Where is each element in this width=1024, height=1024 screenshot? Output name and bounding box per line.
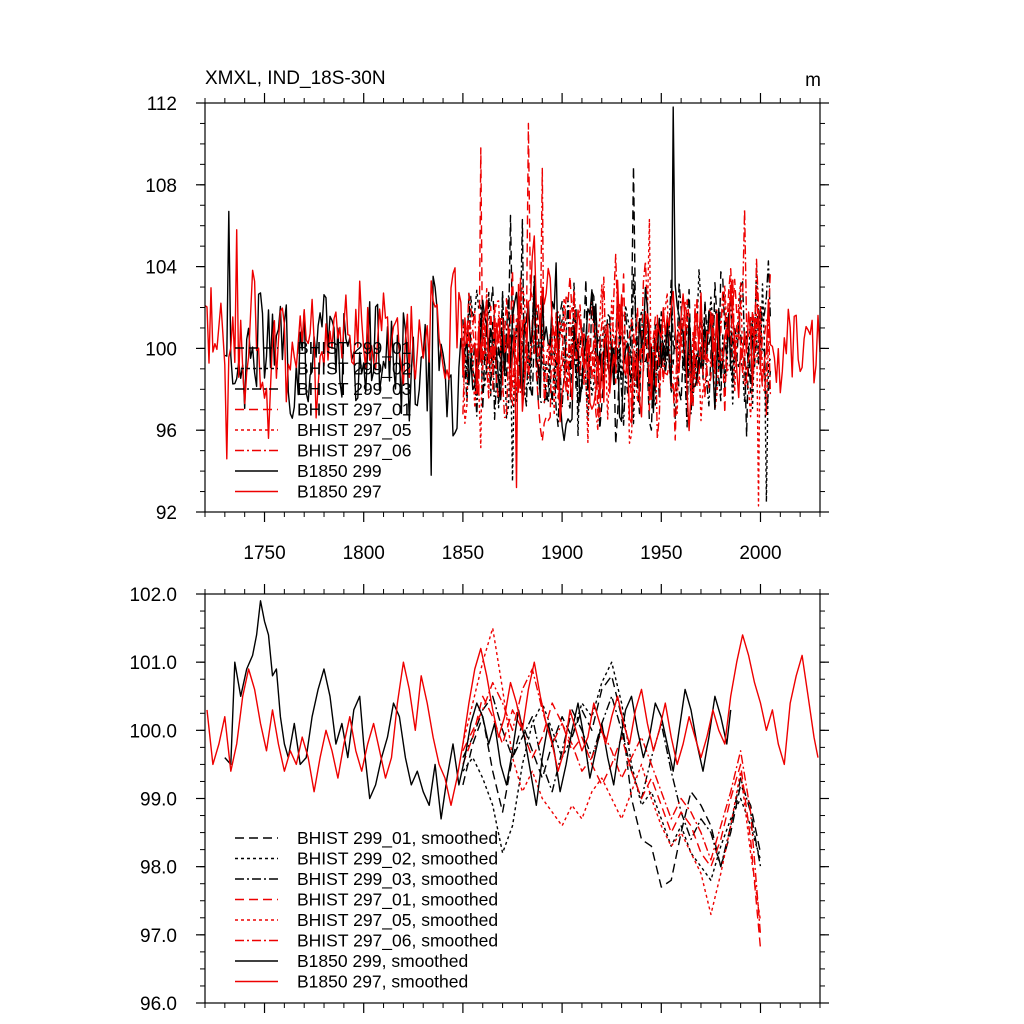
bottom-series-bhist-299-01-smoothed: [462, 675, 762, 888]
bottom-legend-label-bhist-299-02-smoothed: BHIST 299_02, smoothed: [297, 849, 498, 870]
top-legend-label-bhist-299-02: BHIST 299_02: [297, 359, 411, 380]
top-series-group: [204, 106, 821, 507]
top-xtick-label: 1950: [640, 543, 682, 564]
top-ytick-label: 108: [145, 176, 177, 197]
top-legend-label-bhist-299-03: BHIST 299_03: [297, 379, 411, 400]
top-xtick-label: 1900: [541, 543, 583, 564]
panel-bottom: 96.0 97.0 98.0 99.0 100.0 101.0 102.0 BHIST 29…: [129, 584, 829, 1015]
top-legend-label-b1850-297: B1850 297: [297, 482, 382, 502]
bottom-series-b1850-299-smoothed: [224, 600, 732, 820]
bottom-axis-ticks: 96.0 97.0 98.0 99.0 100.0 101.0 102.0: [129, 584, 829, 1015]
units-label: m: [805, 70, 821, 91]
bottom-ytick-label: 98.0: [140, 858, 177, 879]
top-legend-label-bhist-297-06: BHIST 297_06: [297, 441, 411, 462]
bottom-series-bhist-297-06-smoothed: [462, 668, 762, 935]
top-series-bhist-297-05: [462, 218, 771, 507]
bottom-ytick-label: 96.0: [140, 994, 177, 1015]
bottom-series-bhist-299-03-smoothed: [462, 695, 762, 868]
bottom-ytick-label: 99.0: [140, 790, 177, 811]
top-ytick-label: 96: [156, 421, 177, 442]
top-xtick-label: 1850: [442, 543, 484, 564]
top-legend-label-bhist-297-05: BHIST 297_05: [297, 420, 411, 441]
bottom-series-b1850-297-smoothed: [206, 634, 819, 806]
panel-top: 92 96 100 104 108 112 1750 1800 1850 1900 1950 2000…: [145, 93, 829, 564]
top-ytick-label: 104: [145, 258, 177, 279]
bottom-legend-label-bhist-299-03-smoothed: BHIST 299_03, smoothed: [297, 869, 498, 890]
bottom-legend-label-b1850-299-smoothed: B1850 299, smoothed: [297, 951, 468, 971]
top-xtick-label: 1800: [343, 543, 385, 564]
bottom-legend-label-b1850-297-smoothed: B1850 297, smoothed: [297, 972, 468, 992]
top-xtick-label: 2000: [739, 543, 781, 564]
bottom-series-bhist-297-01-smoothed: [462, 695, 762, 949]
top-series-bhist-297-06: [462, 167, 772, 440]
bottom-legend-label-bhist-299-01-smoothed: BHIST 299_01, smoothed: [297, 828, 498, 849]
bottom-legend-label-bhist-297-01-smoothed: BHIST 297_01, smoothed: [297, 890, 498, 911]
bottom-series-bhist-299-02-smoothed: [462, 661, 762, 881]
bottom-ytick-label: 97.0: [140, 926, 177, 947]
bottom-series-group: [206, 600, 819, 949]
top-legend-label-bhist-297-01: BHIST 297_01: [297, 400, 411, 421]
top-legend-label-bhist-299-01: BHIST 299_01: [297, 338, 411, 359]
top-series-b1850-297: [204, 229, 821, 489]
bottom-legend-label-bhist-297-05-smoothed: BHIST 297_05, smoothed: [297, 910, 498, 931]
bottom-ytick-label: 102.0: [129, 585, 177, 606]
chart-title: XMXL, IND_18S-30N: [205, 68, 386, 89]
top-xtick-label: 1750: [243, 543, 285, 564]
top-ytick-label: 100: [145, 339, 177, 360]
bottom-ytick-label: 101.0: [129, 653, 177, 674]
top-axis-ticks: 92 96 100 104 108 112 1750 1800 1850 1900 1950 2000: [145, 93, 829, 564]
bottom-ytick-label: 100.0: [129, 721, 177, 742]
top-ytick-label: 112: [147, 94, 177, 115]
bottom-series-bhist-297-05-smoothed: [462, 627, 762, 922]
bottom-legend-label-bhist-297-06-smoothed: BHIST 297_06, smoothed: [297, 931, 498, 952]
top-legend-label-b1850-299: B1850 299: [297, 461, 382, 481]
top-ytick-label: 92: [156, 503, 177, 524]
